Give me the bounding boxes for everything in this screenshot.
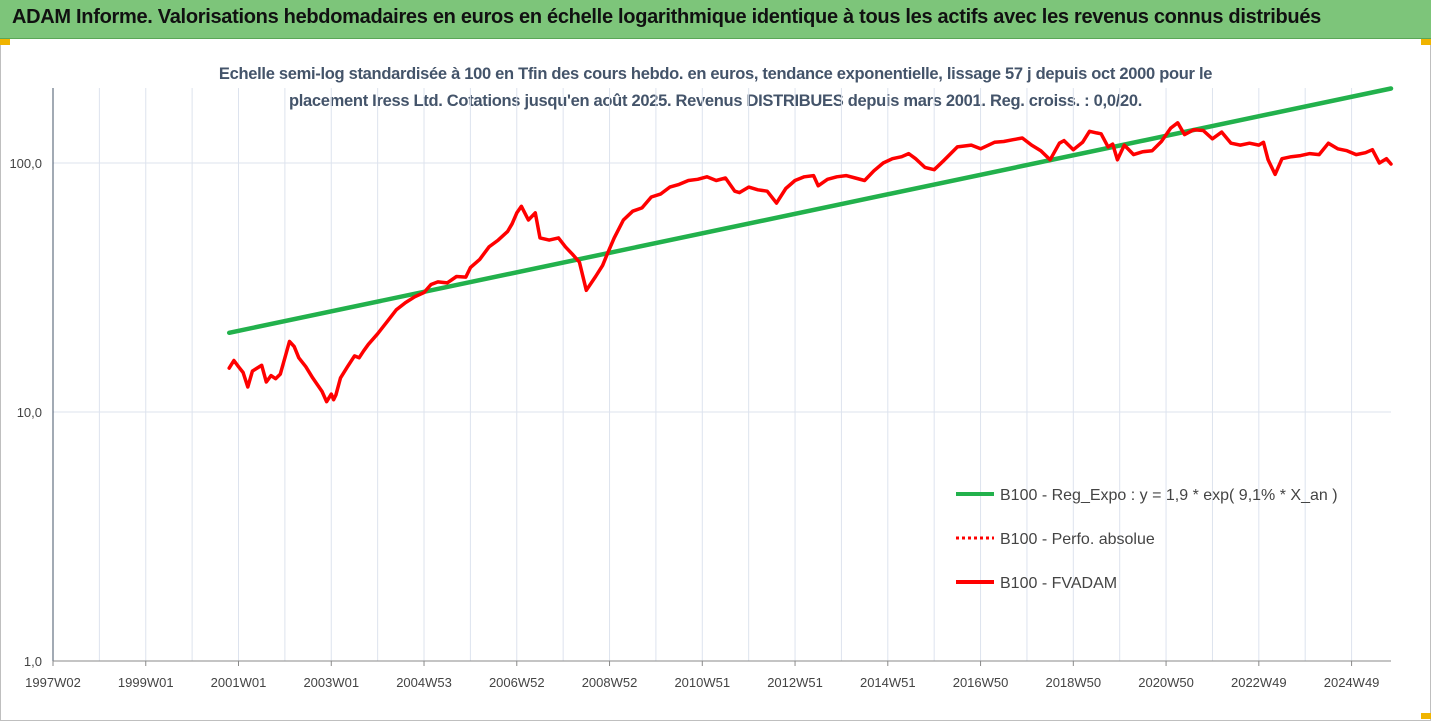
x-tick-label: 2003W01 — [303, 675, 359, 690]
page-title: ADAM Informe. Valorisations hebdomadaire… — [12, 6, 1321, 28]
corner-marker-left — [0, 39, 10, 45]
legend-label-2: B100 - FVADAM — [1000, 575, 1117, 592]
series-line-2 — [227, 121, 1393, 404]
corner-marker-bottom-right — [1421, 713, 1431, 719]
series-line-0 — [226, 86, 1394, 336]
legend-label-0: B100 - Reg_Expo : y = 1,9 * exp( 9,1% * … — [1000, 487, 1338, 504]
legend-label-1: B100 - Perfo. absolue — [1000, 531, 1155, 548]
x-tick-label: 2016W50 — [953, 675, 1009, 690]
y-tick-label: 1,0 — [24, 654, 42, 669]
x-tick-label: 2004W53 — [396, 675, 452, 690]
x-tick-label: 2022W49 — [1231, 675, 1287, 690]
x-tick-label: 1997W02 — [25, 675, 81, 690]
legend: B100 - Reg_Expo : y = 1,9 * exp( 9,1% * … — [956, 487, 1338, 592]
x-tick-label: 2010W51 — [674, 675, 730, 690]
series-lines — [226, 86, 1394, 404]
x-tick-label: 2024W49 — [1324, 675, 1380, 690]
y-tick-label: 10,0 — [17, 405, 42, 420]
grid-lines — [53, 88, 1391, 661]
corner-marker-right — [1421, 39, 1431, 45]
x-tick-label: 2001W01 — [211, 675, 267, 690]
chart-title-line-2: placement Iress Ltd. Cotations jusqu'en … — [288, 92, 1143, 110]
header-banner: ADAM Informe. Valorisations hebdomadaire… — [0, 0, 1431, 39]
x-tick-label: 2018W50 — [1045, 675, 1101, 690]
axes: 1997W02 1999W01 2001W01 2003W01 2004W53 2006W… — [9, 88, 1391, 690]
x-tick-label: 2014W51 — [860, 675, 916, 690]
x-tick-label: 1999W01 — [118, 675, 174, 690]
x-tick-label: 2008W52 — [582, 675, 638, 690]
chart-title-line-1: Echelle semi-log standardisée à 100 en T… — [218, 65, 1213, 83]
y-tick-label: 100,0 — [9, 156, 42, 171]
x-tick-label: 2020W50 — [1138, 675, 1194, 690]
x-tick-label: 2006W52 — [489, 675, 545, 690]
x-tick-label: 2012W51 — [767, 675, 823, 690]
